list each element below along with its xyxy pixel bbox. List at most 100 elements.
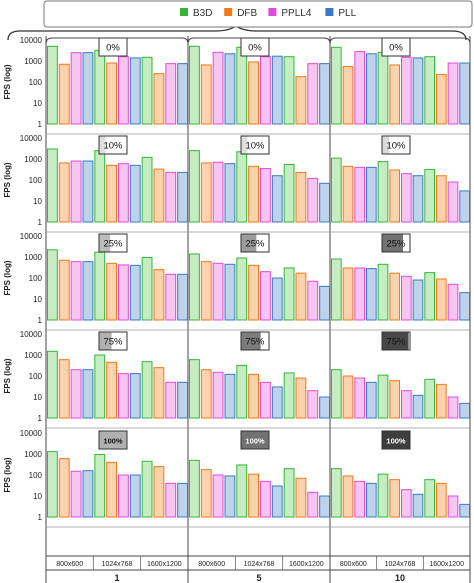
bar-pll xyxy=(271,277,283,321)
bar-dfb xyxy=(342,65,354,125)
legend-label-dfb: DFB xyxy=(237,8,257,19)
y-tick-label: 1 xyxy=(38,218,43,227)
overlay-fill xyxy=(241,431,269,449)
overlay-border xyxy=(98,430,128,450)
bar-pll xyxy=(224,163,236,223)
bar-ppll4 xyxy=(118,264,129,321)
group-label: 10 xyxy=(395,573,405,583)
bar-pll xyxy=(459,190,471,223)
bar-b3d xyxy=(189,45,200,125)
bar-pll xyxy=(129,474,141,518)
bar-dfb xyxy=(342,375,354,419)
bar-ppll4 xyxy=(307,280,319,321)
bar-dfb xyxy=(153,73,165,125)
bar-ppll4 xyxy=(70,369,82,419)
bar-pll xyxy=(129,164,141,223)
overlay-fill xyxy=(382,431,410,449)
bar-b3d xyxy=(94,150,106,223)
bar-dfb xyxy=(342,165,354,223)
overlay-fill xyxy=(241,234,257,252)
bar-b3d xyxy=(331,468,342,518)
bar-dfb xyxy=(295,477,307,518)
bar-b3d xyxy=(236,151,248,223)
bar-ppll4 xyxy=(447,181,459,223)
bar-ppll4 xyxy=(307,390,319,419)
overlay-fill xyxy=(99,234,111,252)
bar-b3d xyxy=(94,251,106,321)
bar-ppll4 xyxy=(212,474,224,518)
bar-pll xyxy=(271,386,283,419)
y-tick-label: 10 xyxy=(33,492,42,501)
bar-ppll4 xyxy=(70,261,82,321)
overlay-label: 10% xyxy=(386,141,406,152)
bar-dfb xyxy=(342,267,354,321)
overlay-border xyxy=(381,233,411,253)
overlay-label: 100% xyxy=(386,437,406,446)
bar-b3d xyxy=(141,256,153,321)
bar-dfb xyxy=(295,272,307,321)
bar-b3d xyxy=(331,258,342,321)
legend-label-pll: PLL xyxy=(338,8,356,19)
overlay-label: 75% xyxy=(386,337,406,348)
bar-b3d xyxy=(189,459,200,518)
bar-dfb xyxy=(248,373,260,419)
bar-ppll4 xyxy=(70,470,82,518)
bar-dfb xyxy=(58,458,70,518)
y-tick-label: 1 xyxy=(38,414,43,423)
bar-pll xyxy=(177,482,189,518)
bar-ppll4 xyxy=(260,168,271,223)
overlay-label: 75% xyxy=(245,337,265,348)
bar-b3d xyxy=(189,150,200,223)
group-label: 1 xyxy=(114,573,119,583)
bar-ppll4 xyxy=(354,166,366,223)
bar-b3d xyxy=(283,267,295,321)
bar-ppll4 xyxy=(118,373,129,419)
overlay-fill xyxy=(382,136,389,154)
y-tick-label: 100 xyxy=(29,78,43,87)
x-tick-label: 1600x1200 xyxy=(289,561,324,568)
bar-ppll4 xyxy=(401,489,412,518)
overlay-border xyxy=(98,135,128,155)
bar-dfb xyxy=(58,259,70,321)
bar-ppll4 xyxy=(401,390,412,419)
bar-pll xyxy=(412,279,424,321)
x-tick-label: 800x600 xyxy=(198,561,225,568)
bar-pll xyxy=(177,273,189,321)
bar-dfb xyxy=(248,264,260,321)
bar-ppll4 xyxy=(354,267,366,321)
bar-dfb xyxy=(58,359,70,419)
y-tick-label: 100 xyxy=(29,176,43,185)
bar-ppll4 xyxy=(165,171,177,223)
bar-dfb xyxy=(153,269,165,321)
overlay-label: 0% xyxy=(106,43,120,54)
y-tick-label: 1000 xyxy=(24,253,42,262)
overlay-border xyxy=(240,331,270,351)
bar-pll xyxy=(319,63,330,125)
y-tick-label: 10000 xyxy=(20,330,43,339)
bar-b3d xyxy=(236,364,248,419)
bar-ppll4 xyxy=(354,480,366,518)
bar-dfb xyxy=(153,168,165,223)
bar-dfb xyxy=(200,64,212,125)
bar-ppll4 xyxy=(447,495,459,518)
bar-ppll4 xyxy=(165,63,177,125)
bar-dfb xyxy=(295,377,307,419)
bar-pll xyxy=(82,160,94,223)
bar-pll xyxy=(366,166,377,223)
bar-pll xyxy=(129,57,141,125)
y-axis-label: FPS (log) xyxy=(3,358,12,393)
bar-dfb xyxy=(389,380,401,419)
bar-pll xyxy=(177,171,189,223)
bar-dfb xyxy=(295,76,307,125)
bar-b3d xyxy=(377,374,389,419)
bar-pll xyxy=(82,369,94,419)
bar-ppll4 xyxy=(212,371,224,419)
bar-dfb xyxy=(295,171,307,223)
panel-0: 10000 1000 100 10 1 FPS (log) 0% 0% 0% xyxy=(3,36,471,135)
bar-dfb xyxy=(248,165,260,223)
bar-dfb xyxy=(342,475,354,518)
bar-dfb xyxy=(106,361,117,419)
bar-dfb xyxy=(106,262,117,321)
